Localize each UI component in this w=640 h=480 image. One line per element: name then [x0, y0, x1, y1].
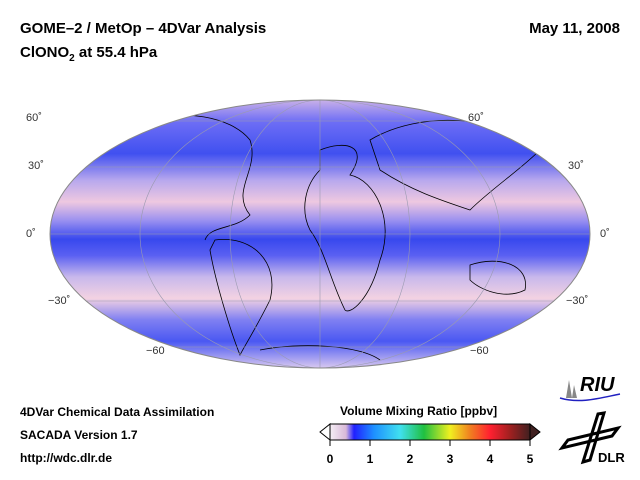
- colorbar-ticks: [329, 440, 531, 446]
- riu-logo-text: RIU: [580, 374, 615, 396]
- footer-link[interactable]: http://wdc.dlr.de: [20, 451, 112, 465]
- species-subscript: 2: [69, 53, 75, 64]
- colorbar-tick-label: 2: [406, 452, 414, 466]
- graticule: [50, 100, 590, 368]
- footer-line-2: SACADA Version 1.7: [20, 428, 138, 442]
- map-date: May 11, 2008: [529, 20, 620, 37]
- lat-label-left-m60: −60: [146, 345, 165, 357]
- colorbar-tick-label: 0: [326, 452, 334, 466]
- lat-label-right-m60: −60: [470, 345, 489, 357]
- lat-label-left-30: 30˚: [28, 160, 44, 172]
- lat-label-right-m30: −30˚: [566, 295, 589, 307]
- species: ClONO: [20, 44, 70, 61]
- colorbar-tick-label: 4: [486, 452, 494, 466]
- lat-label-right-0: 0˚: [600, 228, 610, 240]
- colorbar-under-arrow: [319, 422, 331, 442]
- lat-label-right-30: 30˚: [568, 160, 584, 172]
- colorbar-tick-label: 5: [526, 452, 534, 466]
- lat-label-right-60: 60˚: [468, 112, 484, 124]
- lat-label-left-0: 0˚: [26, 228, 36, 240]
- map-border: [49, 99, 591, 369]
- pressure-level: at 55.4 hPa: [74, 44, 158, 61]
- map-title: GOME–2 / MetOp – 4DVar Analysis: [20, 20, 267, 37]
- map-subtitle: ClONO2 at 55.4 hPa: [20, 44, 157, 64]
- colorbar-over-arrow: [529, 422, 541, 442]
- dlr-logo-text: DLR: [598, 450, 625, 465]
- clono2-field: [50, 100, 590, 368]
- colorbar-title: Volume Mixing Ratio [ppbv]: [340, 404, 498, 418]
- colorbar: [329, 423, 531, 441]
- lat-label-left-60: 60˚: [26, 112, 42, 124]
- footer-line-1: 4DVar Chemical Data Assimilation: [20, 405, 215, 419]
- colorbar-tick-label: 3: [446, 452, 454, 466]
- lat-label-left-m30: −30˚: [48, 295, 71, 307]
- dlr-logo: [558, 411, 622, 465]
- riu-logo: [559, 380, 621, 402]
- colorbar-tick-label: 1: [366, 452, 374, 466]
